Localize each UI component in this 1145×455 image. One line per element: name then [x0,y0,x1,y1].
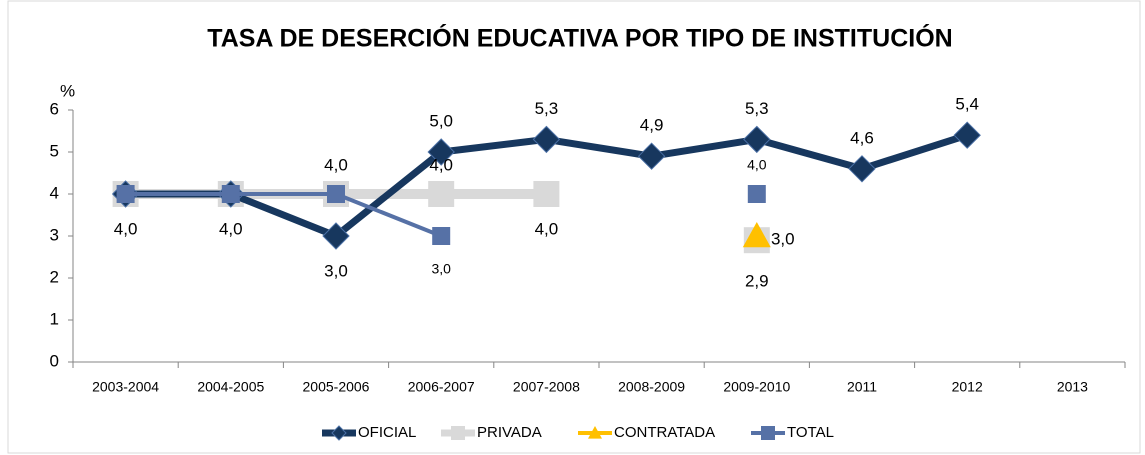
x-tick-label: 2009-2010 [723,379,790,395]
y-tick-label: 6 [50,99,59,118]
data-label: 4,6 [850,128,874,147]
legend-label: CONTRATADA [614,424,715,441]
legend-label: PRIVADA [477,424,542,441]
y-tick-label: 3 [50,225,59,244]
chart-frame [7,0,1141,454]
data-point [848,155,876,183]
data-label: 5,4 [955,95,979,114]
data-point [427,138,455,166]
y-tick-label: 1 [50,309,59,328]
data-label: 4,0 [429,155,453,174]
y-axis-label: % [60,81,75,100]
data-label: 4,0 [535,219,559,238]
data-point [637,142,666,170]
x-tick-label: 2013 [1057,379,1088,395]
data-point [116,185,135,203]
data-label: 2,9 [745,272,769,291]
data-point [428,181,455,207]
data-label: 5,0 [429,111,453,130]
data-label: 3,0 [324,261,348,280]
x-tick-label: 2004-2005 [197,379,264,395]
data-label: 5,3 [535,99,559,118]
data-point [532,125,561,154]
legend-marker [588,426,602,439]
data-label: 3,0 [431,261,451,277]
y-tick-label: 5 [50,141,59,160]
x-tick-label: 2006-2007 [408,379,475,395]
x-tick-label: 2005-2006 [303,379,370,395]
x-tick-label: 2003-2004 [92,379,159,395]
data-point [953,121,981,149]
x-tick-label: 2008-2009 [618,379,685,395]
legend-marker [451,426,465,440]
legend-label: TOTAL [787,424,834,441]
x-tick-label: 2011 [847,379,877,395]
x-tick-label: 2012 [952,379,983,395]
data-point [221,185,240,203]
data-point [743,125,771,154]
data-label: 4,0 [747,157,767,173]
data-label: 4,0 [114,219,138,238]
data-point [742,222,771,248]
data-point [533,181,560,207]
legend-marker [761,426,775,440]
data-point [327,185,345,203]
data-point [432,227,451,245]
data-label: 4,0 [324,155,348,174]
y-tick-label: 0 [50,351,59,370]
data-label: 4,9 [640,116,664,135]
data-label: 5,3 [745,99,769,118]
data-point [747,185,766,203]
chart-title: TASA DE DESERCIÓN EDUCATIVA POR TIPO DE … [207,23,952,53]
x-tick-label: 2007-2008 [513,379,580,395]
y-tick-label: 4 [50,183,59,202]
data-label: 4,0 [219,219,243,238]
y-tick-label: 2 [50,267,59,286]
data-label: 3,0 [771,229,795,248]
data-point [322,222,350,250]
legend-label: OFICIAL [358,424,416,441]
legend-marker [331,425,347,441]
